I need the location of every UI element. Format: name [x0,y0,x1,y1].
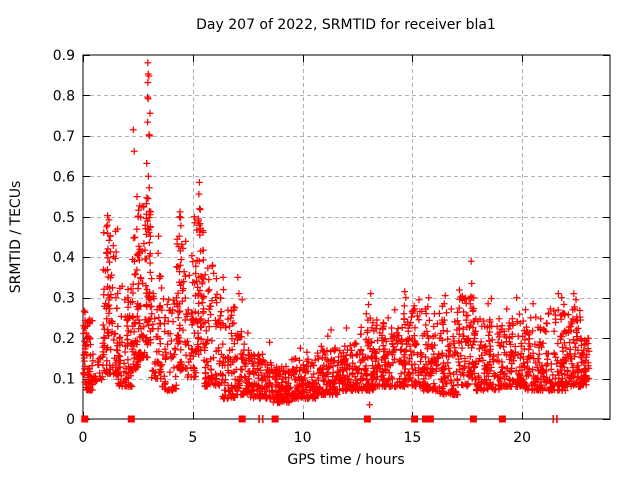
y-tick-label: 0.4 [53,250,75,266]
zero-square-marker [498,415,506,423]
zero-thin-bar-marker [556,415,558,423]
zero-square-marker [127,415,135,423]
data-points [80,59,593,409]
zero-square-marker [238,415,246,423]
zero-square-marker [422,415,429,423]
x-tick-label: 20 [513,430,531,446]
zero-thin-bar-marker [261,415,264,423]
zero-thin-bar-marker [258,415,260,423]
scatter-plus-markers [80,59,593,409]
zero-square-marker [426,415,434,423]
y-tick-label: 0.7 [53,129,75,145]
zero-square-marker [363,415,371,423]
zero-line-markers [81,415,558,423]
plot-border [82,54,611,420]
y-tick-label: 0.6 [53,169,75,185]
zero-square-marker [411,415,419,423]
y-tick-label: 0.1 [53,372,75,388]
y-tick-label: 0.8 [53,88,75,104]
y-tick-label: 0.9 [53,48,75,64]
zero-thin-bar-marker [552,415,555,423]
zero-square-marker [271,415,279,423]
zero-square-marker [81,415,89,423]
y-tick-label: 0.5 [53,210,75,226]
grid-layer [83,55,610,419]
y-tick-label: 0 [66,412,75,428]
x-tick-label: 0 [79,430,88,446]
x-tick-label: 5 [188,430,197,446]
y-axis-label: SRMTID / TECUs [8,181,24,294]
chart-title: Day 207 of 2022, SRMTID for receiver bla… [196,17,496,33]
x-axis-label: GPS time / hours [287,452,404,468]
x-tick-label: 15 [403,430,421,446]
zero-square-marker [469,415,477,423]
tick-labels: 0 5 10 15 20 0 0.1 0.2 0.3 0.4 0.5 0.6 0.7 0.8 0.9 [53,48,531,446]
grid-lines [83,55,610,419]
y-tick-label: 0.3 [53,291,75,307]
y-tick-label: 0.2 [53,331,75,347]
x-tick-label: 10 [294,430,312,446]
